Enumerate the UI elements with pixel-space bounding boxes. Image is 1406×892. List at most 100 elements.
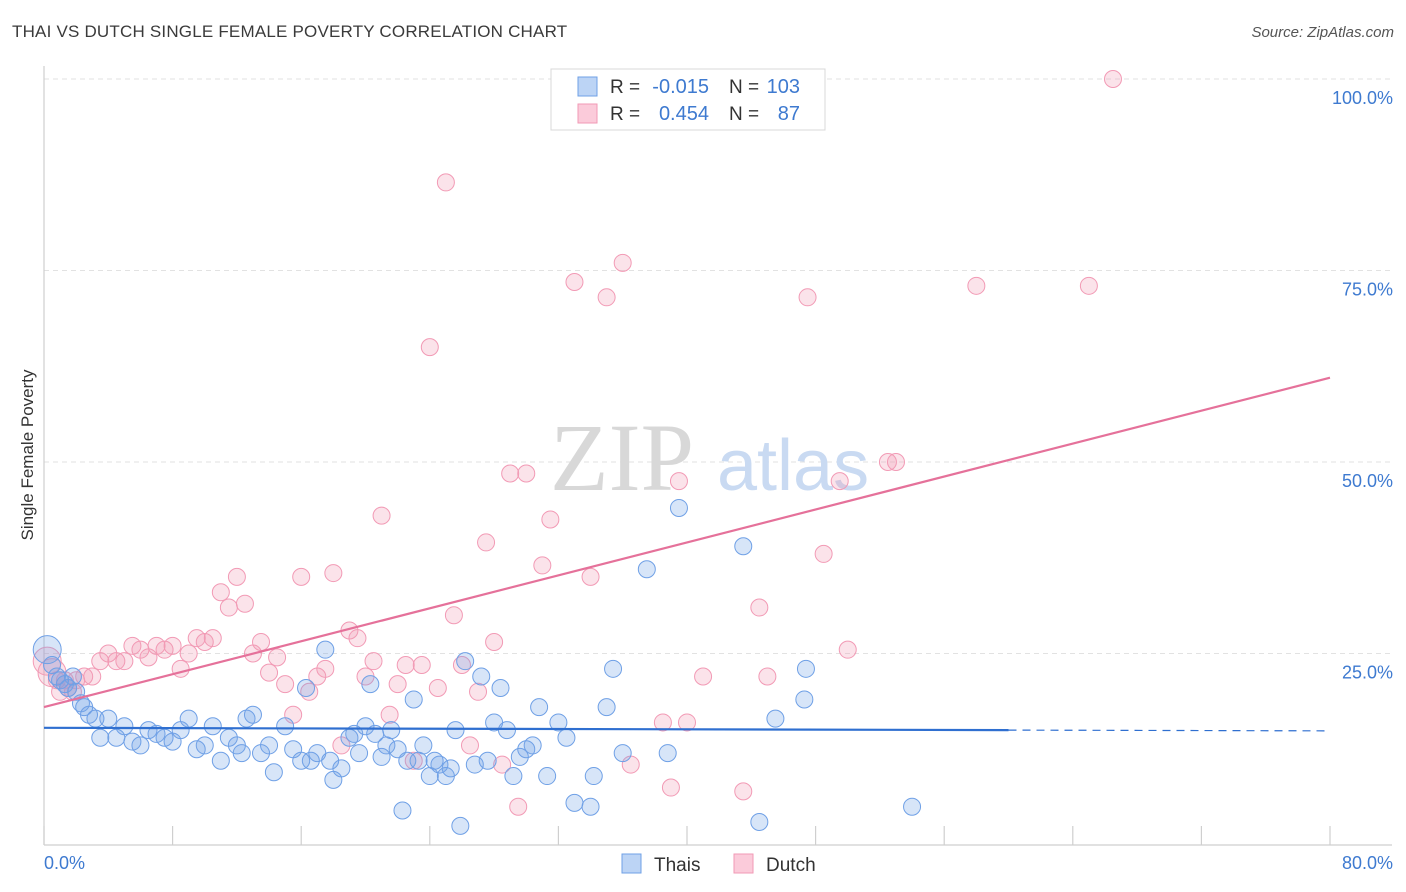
dutch-point	[581, 567, 600, 586]
thais-point	[131, 736, 150, 755]
thais-point	[523, 736, 542, 755]
dutch-point	[268, 648, 287, 667]
dutch-point	[613, 253, 632, 272]
thais-point	[795, 690, 814, 709]
thais-point	[232, 744, 251, 763]
trendlines	[43, 376, 1331, 732]
y-axis-label: Single Female Poverty	[18, 369, 37, 541]
dutch-point	[460, 736, 479, 755]
thais-point	[67, 682, 86, 701]
dutch-point	[758, 667, 777, 686]
dutch-point	[886, 453, 905, 471]
dutch-point	[83, 667, 102, 686]
dutch-point	[260, 663, 279, 682]
x-tick-label: 80.0%	[1342, 853, 1393, 873]
thais-point	[316, 640, 335, 659]
dutch-point	[364, 652, 383, 671]
stats-r-label-thais: R =	[610, 77, 640, 98]
dutch-point	[380, 705, 399, 724]
dutch-point	[814, 544, 833, 563]
thais-point	[903, 797, 922, 816]
thais-point	[332, 759, 351, 778]
thais-point	[195, 736, 214, 755]
dutch-point	[597, 288, 616, 307]
legend-thais-label: Thais	[654, 855, 700, 876]
thais-point	[99, 709, 118, 728]
stats-n-label-thais: N =	[729, 77, 759, 98]
dutch-point	[509, 797, 528, 816]
legend-thais-swatch	[621, 853, 642, 874]
thais-point	[557, 728, 576, 747]
thais-point	[530, 698, 549, 717]
chart-source: Source: ZipAtlas.com	[1251, 24, 1394, 41]
watermark-atlas: atlas	[717, 426, 869, 506]
dutch-point	[37, 658, 67, 688]
dutch-point	[669, 472, 688, 491]
stats-n-label-dutch: N =	[729, 104, 759, 125]
thais-point	[264, 763, 283, 782]
stats-r-thais: -0.015	[652, 76, 709, 98]
thais-point	[581, 797, 600, 816]
thais-trendline	[43, 726, 1009, 732]
thais-point	[478, 751, 497, 770]
dutch-point	[372, 506, 391, 525]
thais-point	[604, 659, 623, 678]
thais-point	[430, 755, 449, 774]
dutch-trendline	[43, 376, 1331, 709]
dutch-point	[179, 644, 198, 663]
thais-point	[414, 736, 433, 755]
thais-point	[658, 744, 677, 763]
dutch-point	[163, 636, 182, 655]
thais-point	[637, 560, 656, 579]
thais-point	[734, 537, 753, 556]
dutch-point	[541, 510, 560, 529]
thais-point	[91, 728, 110, 747]
thais-point	[388, 740, 407, 759]
legend: Thais Dutch	[621, 853, 816, 876]
thais-point	[301, 751, 320, 770]
dutch-point	[565, 272, 584, 291]
dutch-point	[203, 629, 222, 648]
dutch-point	[830, 472, 849, 491]
thais-point	[504, 767, 523, 786]
thais-swatch	[577, 76, 598, 97]
dutch-point	[276, 675, 295, 694]
dutch-point	[734, 782, 753, 801]
thais-point	[361, 675, 380, 694]
y-tick-label: 100.0%	[1332, 88, 1393, 108]
dutch-point	[653, 713, 672, 732]
thais-point	[750, 813, 769, 832]
axes	[43, 66, 1392, 846]
stats-n-thais: 103	[767, 76, 800, 98]
thais-point	[565, 793, 584, 812]
thais-trendline-extension	[1008, 729, 1331, 732]
grid-lines	[44, 78, 1392, 654]
stats-box: R = -0.015 N = 103 R = 0.454 N = 87	[550, 68, 826, 131]
thais-point	[115, 717, 134, 736]
dutch-point	[292, 567, 311, 586]
dutch-point	[517, 464, 536, 483]
dutch-point	[485, 633, 504, 652]
dutch-point	[388, 675, 407, 694]
dutch-point	[678, 713, 696, 732]
dutch-point	[477, 533, 496, 552]
thais-point	[43, 655, 62, 674]
stats-n-dutch: 87	[778, 103, 800, 125]
dutch-point	[396, 655, 415, 674]
y-tick-label: 25.0%	[1342, 663, 1393, 683]
dutch-point	[750, 598, 769, 617]
thais-point	[597, 698, 616, 717]
dutch-point	[436, 173, 455, 192]
dutch-point	[798, 288, 817, 307]
dutch-point	[533, 556, 552, 575]
thais-point	[510, 747, 529, 766]
dutch-point	[967, 276, 986, 295]
dutch-point	[1103, 70, 1122, 88]
thais-point	[211, 751, 230, 770]
thais-points	[32, 498, 922, 835]
dutch-point	[661, 778, 680, 797]
dutch-point	[838, 640, 857, 659]
dutch-point	[211, 583, 230, 602]
dutch-point	[420, 338, 439, 357]
thais-point	[538, 767, 557, 786]
